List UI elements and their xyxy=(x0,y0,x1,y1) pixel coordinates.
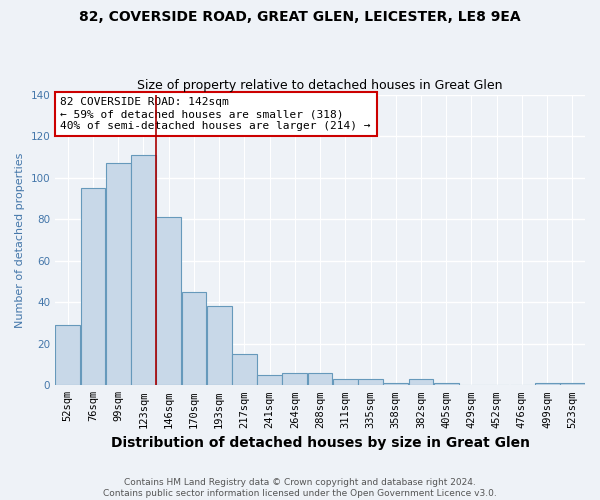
Bar xyxy=(55,325,80,386)
Text: Contains HM Land Registry data © Crown copyright and database right 2024.
Contai: Contains HM Land Registry data © Crown c… xyxy=(103,478,497,498)
Bar xyxy=(409,379,433,386)
Bar xyxy=(131,155,156,386)
X-axis label: Distribution of detached houses by size in Great Glen: Distribution of detached houses by size … xyxy=(110,436,530,450)
Bar xyxy=(207,306,232,386)
Bar xyxy=(182,292,206,386)
Bar xyxy=(358,379,383,386)
Text: 82 COVERSIDE ROAD: 142sqm
← 59% of detached houses are smaller (318)
40% of semi: 82 COVERSIDE ROAD: 142sqm ← 59% of detac… xyxy=(61,98,371,130)
Bar xyxy=(383,383,408,386)
Bar xyxy=(283,373,307,386)
Bar xyxy=(106,163,131,386)
Bar xyxy=(257,375,282,386)
Text: 82, COVERSIDE ROAD, GREAT GLEN, LEICESTER, LE8 9EA: 82, COVERSIDE ROAD, GREAT GLEN, LEICESTE… xyxy=(79,10,521,24)
Bar xyxy=(308,373,332,386)
Title: Size of property relative to detached houses in Great Glen: Size of property relative to detached ho… xyxy=(137,79,503,92)
Y-axis label: Number of detached properties: Number of detached properties xyxy=(15,152,25,328)
Bar xyxy=(157,217,181,386)
Bar xyxy=(434,383,458,386)
Bar xyxy=(560,383,585,386)
Bar xyxy=(80,188,106,386)
Bar xyxy=(232,354,257,386)
Bar xyxy=(333,379,358,386)
Bar xyxy=(535,383,560,386)
